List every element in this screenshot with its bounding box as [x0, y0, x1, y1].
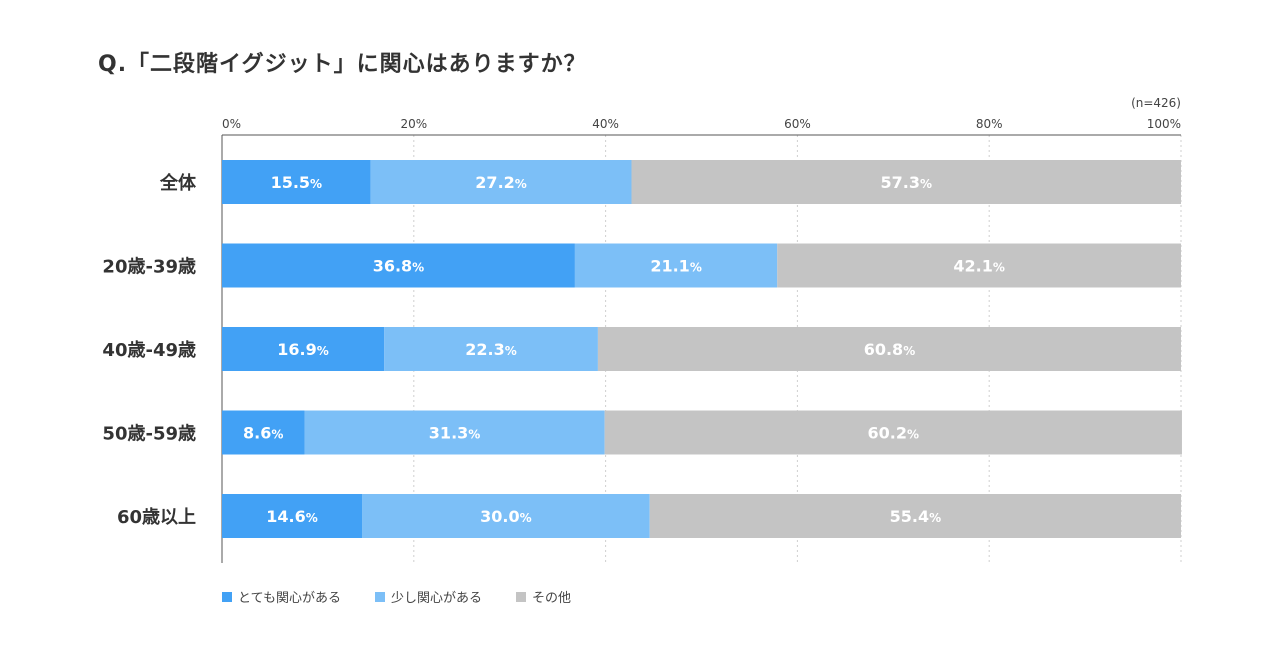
legend-swatch: [374, 591, 385, 602]
bar-segment: [649, 494, 1181, 538]
legend-item: とても関心がある: [222, 587, 341, 606]
category-label: 50歳-59歳: [102, 424, 196, 445]
data-label: 36.8%: [373, 257, 425, 276]
data-label: 60.8%: [864, 340, 916, 359]
legend-label: とても関心がある: [238, 591, 341, 606]
category-label: 20歳-39歳: [102, 257, 196, 278]
bar-segment: [370, 160, 632, 204]
data-label: 57.3%: [880, 173, 932, 192]
legend-swatch: [515, 591, 526, 602]
legend-swatch: [222, 591, 232, 602]
data-label: 21.1%: [650, 257, 702, 276]
x-tick-label: 100%: [1147, 117, 1181, 131]
category-label: 全体: [159, 172, 197, 194]
legend-item: その他: [515, 587, 571, 606]
sample-size-note: (n=426): [1131, 96, 1181, 110]
data-label: 55.4%: [890, 507, 942, 526]
data-label: 15.5%: [271, 173, 323, 192]
bar-segment: [631, 160, 1181, 204]
bar-segment: [222, 160, 371, 204]
x-tick-label: 80%: [976, 117, 1003, 131]
data-label: 27.2%: [475, 173, 527, 192]
x-tick-label: 20%: [400, 117, 427, 131]
bar-segment: [222, 494, 363, 538]
bar-segment: [574, 243, 778, 288]
category-label: 40歳-49歳: [102, 340, 196, 361]
data-label: 16.9%: [277, 340, 329, 359]
legend-label: 少し関心がある: [390, 591, 482, 606]
legend-label: その他: [531, 591, 571, 606]
data-label: 31.3%: [429, 424, 481, 443]
bar-segment: [222, 410, 305, 455]
bar-segment: [597, 327, 1181, 371]
bar-segment: [362, 494, 650, 538]
bar-segment: [777, 243, 1181, 288]
legend-item: 少し関心がある: [374, 587, 482, 606]
chart-title: Q.「二段階イグジット」に関心はありますか？: [98, 52, 587, 77]
bar-segment: [384, 327, 598, 371]
data-label: 60.2%: [868, 424, 920, 443]
bar-segment: [222, 243, 575, 288]
x-tick-label: 60%: [784, 117, 811, 131]
bar-segment: [222, 327, 385, 371]
category-label: 60歳以上: [117, 507, 196, 528]
data-label: 8.6%: [243, 424, 283, 443]
x-tick-label: 40%: [592, 117, 619, 131]
data-label: 42.1%: [953, 257, 1005, 276]
data-label: 14.6%: [266, 507, 318, 526]
data-label: 22.3%: [465, 340, 517, 359]
x-tick-label: 0%: [222, 117, 241, 131]
legend: とても関心がある 少し関心がある その他: [222, 587, 571, 606]
bar-segment: [304, 410, 605, 455]
data-label: 30.0%: [480, 507, 532, 526]
bar-segment: [604, 410, 1182, 455]
